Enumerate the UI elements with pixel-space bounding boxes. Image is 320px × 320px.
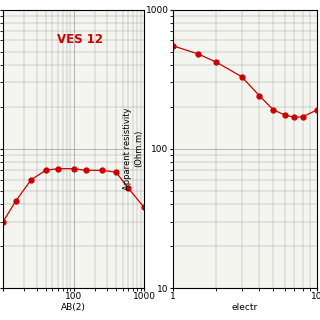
- Y-axis label: Apparent resistivity
(Ohm.m): Apparent resistivity (Ohm.m): [124, 108, 143, 190]
- X-axis label: electr: electr: [232, 302, 258, 312]
- Text: VES 12: VES 12: [57, 33, 103, 46]
- X-axis label: AB(2): AB(2): [61, 302, 86, 312]
